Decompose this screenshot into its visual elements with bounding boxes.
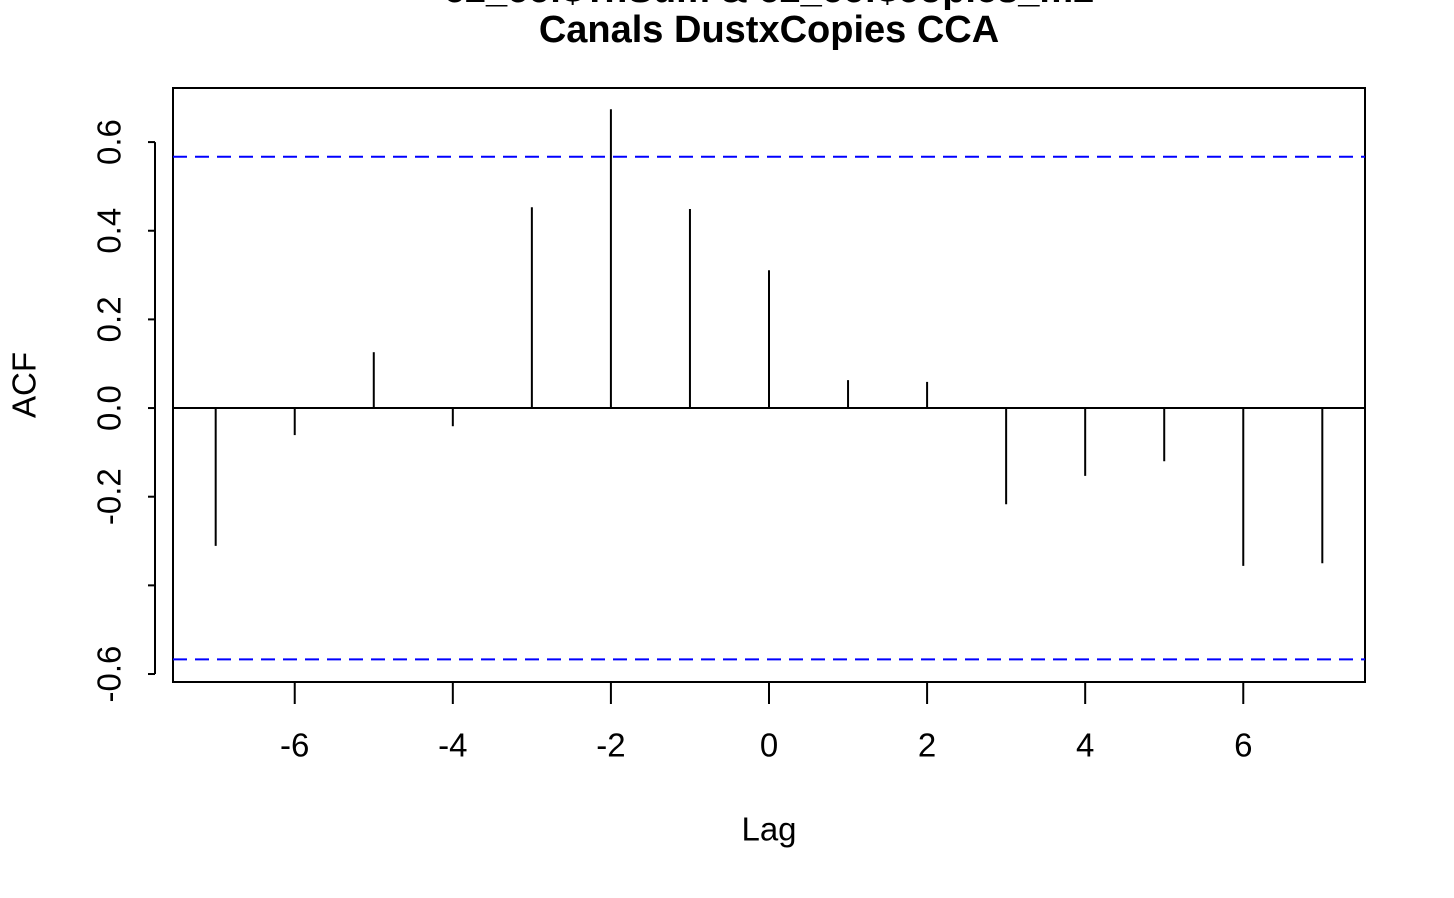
chart-subtitle: Canals DustxCopies CCA xyxy=(539,9,999,51)
x-tick-label: 2 xyxy=(918,727,936,764)
x-axis-label: Lag xyxy=(741,811,796,848)
y-tick-label: 0.4 xyxy=(91,208,128,254)
x-tick-label: -6 xyxy=(280,727,309,764)
x-tick-label: 0 xyxy=(760,727,778,764)
y-tick-label: 0.0 xyxy=(91,385,128,431)
x-tick-label: -4 xyxy=(438,727,467,764)
x-tick-label: 4 xyxy=(1076,727,1094,764)
y-tick-label: -0.2 xyxy=(91,468,128,525)
x-tick-label: 6 xyxy=(1234,727,1252,764)
y-tick-label: 0.2 xyxy=(91,296,128,342)
y-tick-label: -0.6 xyxy=(91,646,128,703)
y-axis-label: ACF xyxy=(6,352,43,418)
chart-title: c2_ccf$Tr.Sum & c2_ccf$copies_m2 xyxy=(444,0,1095,11)
y-tick-label: 0.6 xyxy=(91,119,128,165)
x-tick-label: -2 xyxy=(596,727,625,764)
